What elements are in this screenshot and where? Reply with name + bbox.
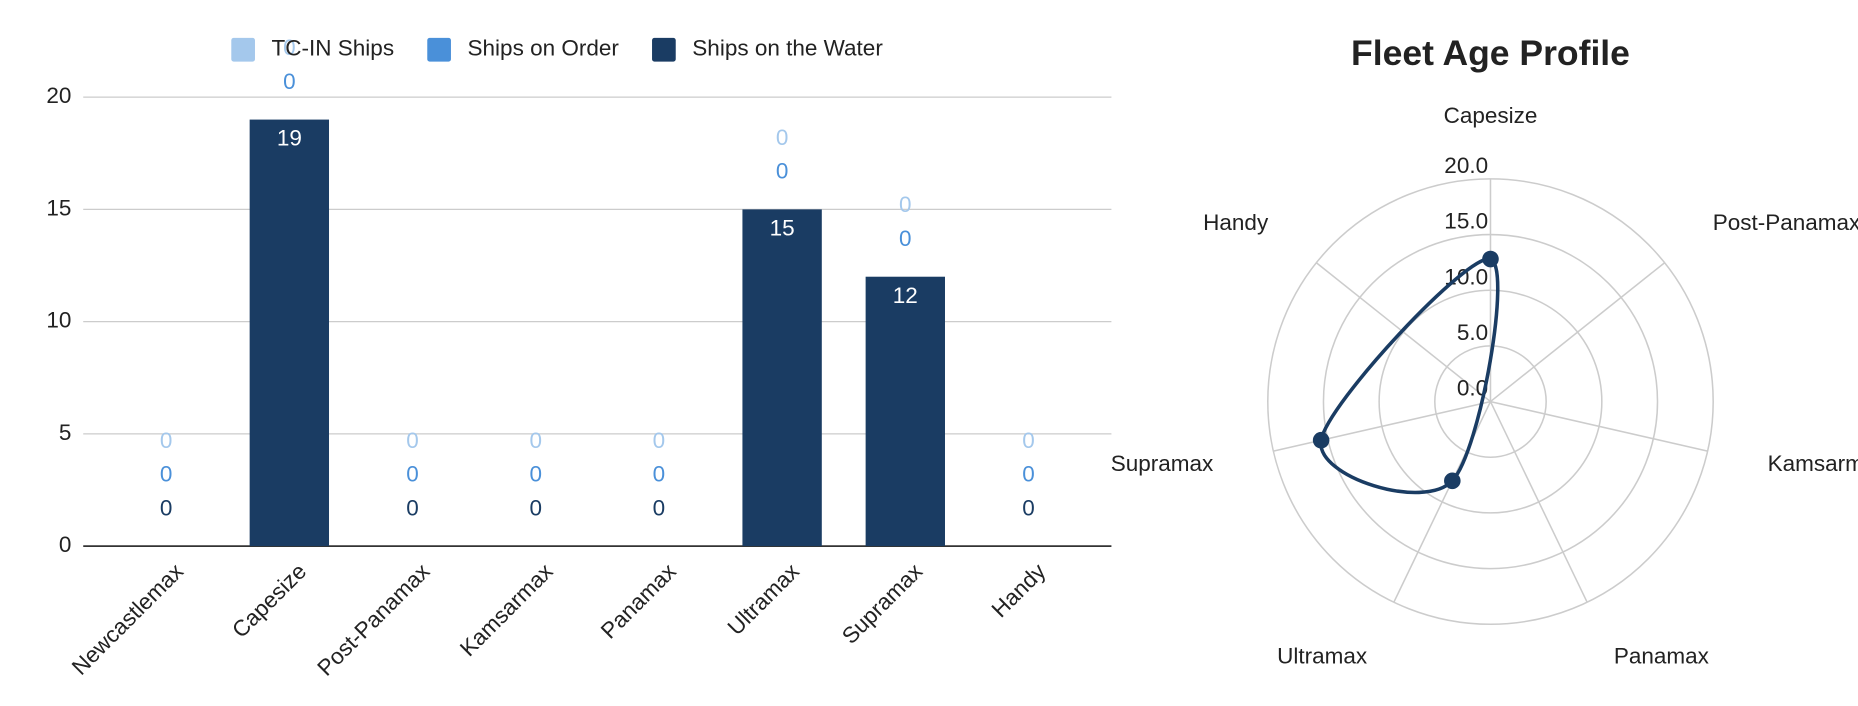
- data-label: 0: [406, 495, 419, 520]
- data-label: 0: [406, 428, 419, 453]
- data-label: 0: [283, 35, 296, 60]
- radar-line: [1319, 257, 1500, 495]
- data-label: 0: [160, 428, 173, 453]
- axis-label: Post-Panamax: [1713, 210, 1858, 235]
- spoke: [1273, 400, 1491, 452]
- data-label: 0: [1022, 428, 1035, 453]
- data-label: 19: [277, 126, 302, 151]
- y-tick-label: 20: [46, 83, 71, 108]
- radar-point: [1482, 250, 1499, 268]
- data-label: 0: [776, 159, 789, 184]
- data-label: 12: [893, 283, 918, 308]
- r-tick-label: 10.0: [1444, 264, 1488, 289]
- data-label: 0: [160, 495, 173, 520]
- axis-label: Handy: [1203, 210, 1269, 235]
- axis-label: Capesize: [1444, 103, 1538, 128]
- data-label: 0: [899, 226, 912, 251]
- data-label: 0: [653, 428, 666, 453]
- data-label: 0: [1022, 495, 1035, 520]
- data-label: 0: [776, 125, 789, 150]
- data-label: 15: [770, 215, 795, 240]
- y-tick-label: 0: [59, 532, 72, 557]
- y-tick-label: 5: [59, 420, 72, 445]
- r-tick-label: 20.0: [1444, 153, 1488, 178]
- data-label: 0: [406, 462, 419, 487]
- data-label: 0: [529, 428, 542, 453]
- axis-label: Kamsarmax: [1768, 451, 1858, 476]
- data-label: 0: [160, 462, 173, 487]
- chart-title: Fleet Age Profile: [1351, 33, 1630, 73]
- data-label: 0: [283, 69, 296, 94]
- r-tick-label: 15.0: [1444, 209, 1488, 234]
- spoke: [1490, 262, 1666, 403]
- legend-swatch: [427, 37, 451, 62]
- axis-label: Supramax: [1111, 451, 1214, 476]
- legend-label: Ships on the Water: [692, 36, 883, 61]
- legend-swatch: [231, 37, 255, 62]
- r-tick-label: 5.0: [1457, 320, 1488, 345]
- bar: [249, 119, 330, 547]
- spoke: [1490, 400, 1708, 452]
- legend-swatch: [652, 37, 676, 62]
- data-label: 0: [529, 495, 542, 520]
- bar: [865, 276, 945, 547]
- axis-label: Panamax: [1614, 644, 1710, 669]
- data-label: 0: [653, 462, 666, 487]
- spoke: [1489, 401, 1588, 603]
- bar: [742, 209, 822, 547]
- data-label: 0: [899, 192, 912, 217]
- axis-label: Ultramax: [1277, 644, 1368, 669]
- data-label: 0: [1022, 462, 1035, 487]
- legend-label: Ships on Order: [468, 36, 620, 61]
- radar-point: [1312, 431, 1330, 449]
- radar-point: [1444, 472, 1461, 490]
- data-label: 0: [653, 495, 666, 520]
- y-tick-label: 10: [46, 308, 71, 333]
- y-tick-label: 15: [46, 195, 71, 220]
- data-label: 0: [529, 462, 542, 487]
- legend-label: TC-IN Ships: [272, 36, 395, 61]
